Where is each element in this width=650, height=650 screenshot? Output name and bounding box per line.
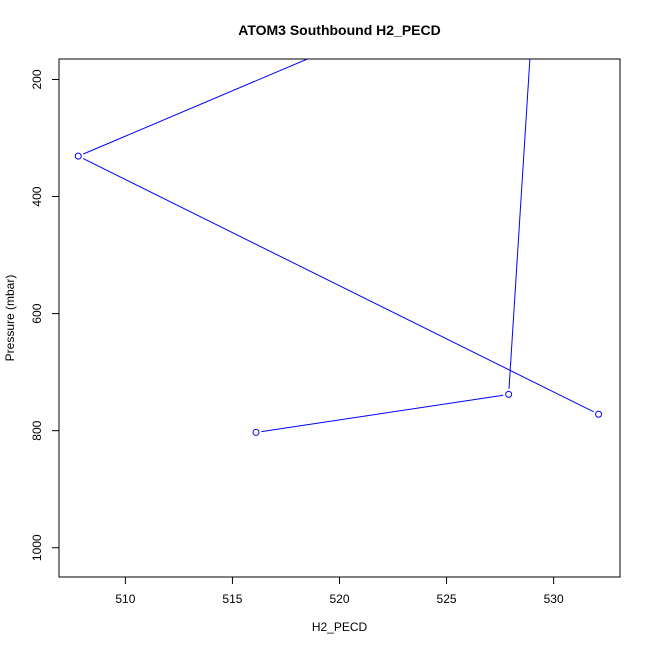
x-tick-label: 530 — [544, 592, 564, 606]
y-tick-label: 1000 — [30, 534, 44, 561]
y-tick-label: 800 — [30, 420, 44, 440]
x-axis-label: H2_PECD — [312, 620, 368, 634]
y-tick-label: 600 — [30, 303, 44, 323]
x-tick-label: 510 — [115, 592, 135, 606]
series-2-segment — [82, 158, 594, 413]
series-2-segment — [83, 59, 308, 155]
data-point — [74, 152, 82, 160]
series-layer — [74, 59, 603, 436]
y-tick-label: 400 — [30, 186, 44, 206]
x-axis: 510 515 520 525 530 — [115, 577, 564, 606]
y-axis-label: Pressure (mbar) — [3, 275, 17, 362]
x-tick-label: 520 — [329, 592, 349, 606]
data-point — [505, 390, 513, 398]
y-tick-label: 200 — [30, 69, 44, 89]
x-tick-label: 515 — [222, 592, 242, 606]
y-axis: 200 400 600 800 1000 — [30, 69, 59, 561]
data-point — [595, 410, 603, 418]
series-1-segment — [508, 59, 531, 389]
x-tick-label: 525 — [437, 592, 457, 606]
data-point — [252, 428, 260, 436]
chart-title: ATOM3 Southbound H2_PECD — [238, 22, 440, 38]
series-1-segment — [261, 394, 504, 433]
